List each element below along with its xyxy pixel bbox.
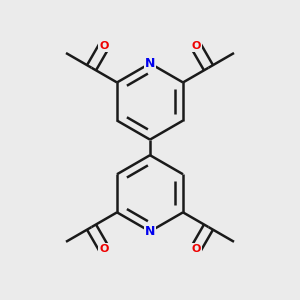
Text: O: O [191,244,201,254]
Text: O: O [99,41,109,51]
Text: O: O [99,244,109,254]
Text: N: N [145,57,155,70]
Text: N: N [145,225,155,238]
Text: O: O [191,41,201,51]
